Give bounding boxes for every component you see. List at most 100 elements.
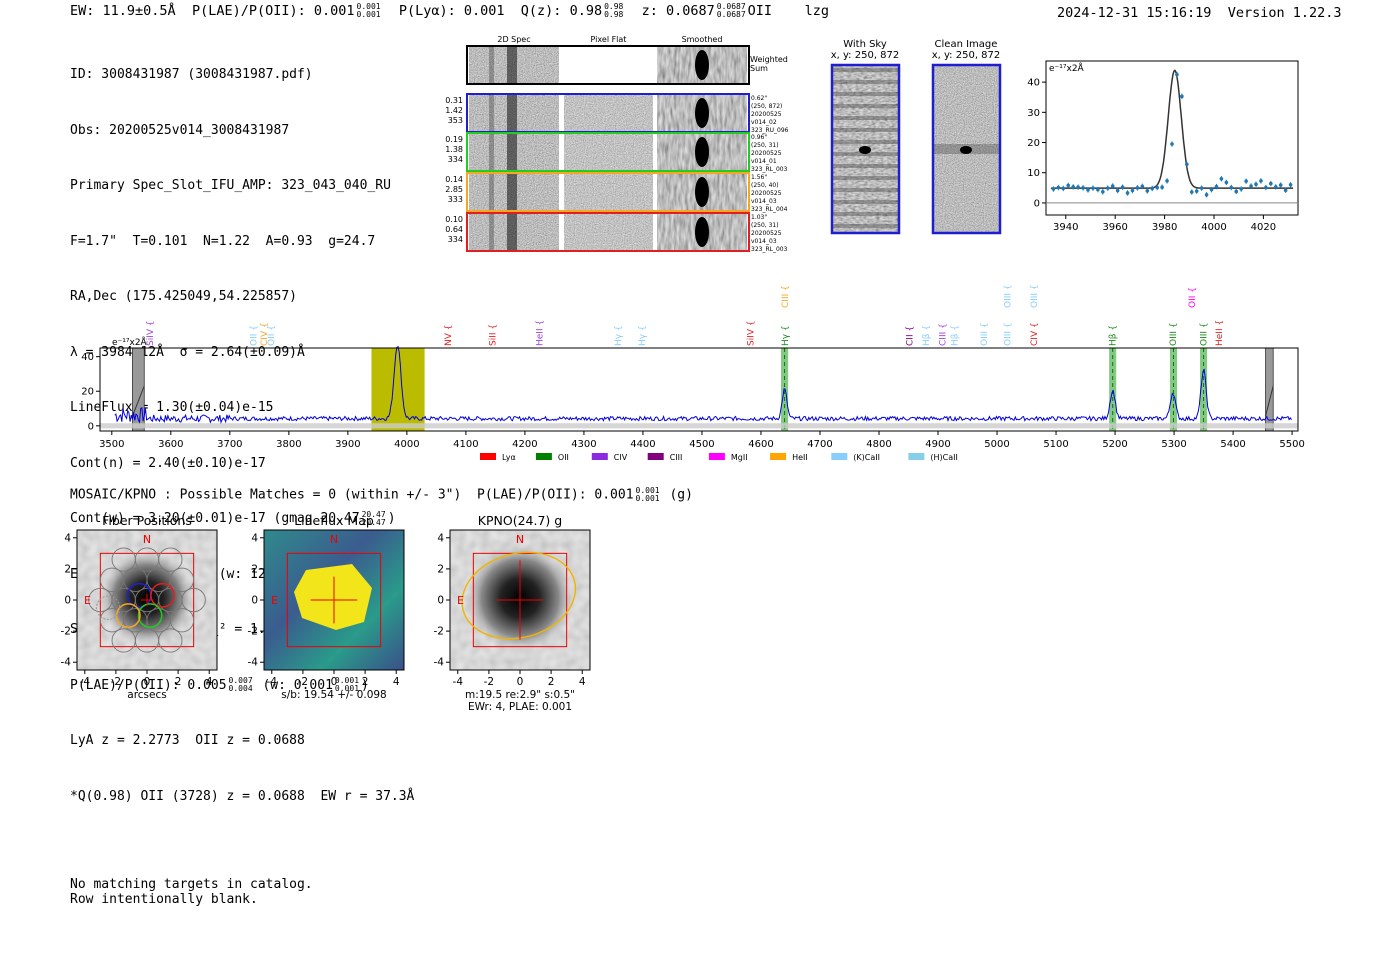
cutout-row-meta: (250, 40) <box>751 182 779 189</box>
zoom-data-point <box>1189 190 1194 194</box>
spectral-line-label: OIII { <box>980 322 990 346</box>
zoom-xtick-label: 3960 <box>1102 222 1127 233</box>
legend-swatch <box>535 453 552 460</box>
zoom-data-point <box>1209 187 1214 192</box>
zoom-xtick-label: 4000 <box>1201 222 1226 233</box>
spec-2d-line <box>507 214 517 250</box>
zoom-data-point <box>1066 183 1071 188</box>
legend-swatch <box>770 453 787 460</box>
ytick-label: -4 <box>248 657 259 669</box>
info-contw: Cont(w) = 3.20(±0.01)e-17 (gmag 20.47 20.… <box>70 509 396 527</box>
spectrum-xtick-label: 5200 <box>1102 439 1127 450</box>
smoothed-line-blob <box>695 137 709 167</box>
cutout-row-meta: v014_01 <box>751 158 777 165</box>
spectral-line-label: HeII { <box>536 320 546 346</box>
spectral-line-label: SiIV { <box>746 320 756 346</box>
legend-swatch <box>591 453 608 460</box>
cutout-row-stat: 1.42 <box>445 106 463 115</box>
spec-2d-column <box>489 95 494 131</box>
with-sky-frame <box>830 63 901 235</box>
cutout-col-label: Smoothed <box>682 35 723 44</box>
xtick-label: 0 <box>331 676 338 688</box>
zoom-data-point <box>1214 184 1219 189</box>
spectral-line-label: Hβ { <box>922 325 932 346</box>
panel-xlabel-2: EWr: 4, PLAE: 0.001 <box>468 701 572 713</box>
sky-fiber-band <box>833 104 898 108</box>
cutout-row-stat: 1.38 <box>445 145 463 154</box>
class-tag: lzg <box>804 3 829 19</box>
cutout-row-stat: 0.14 <box>445 175 463 184</box>
legend-label: Lyα <box>502 453 516 462</box>
zoom-ytick-label: 10 <box>1027 168 1040 179</box>
with-sky-coords: x, y: 250, 872 <box>831 50 900 61</box>
east-label: E <box>457 594 464 607</box>
spectral-line-label: OII { <box>249 325 259 346</box>
cutout-row-meta: (250, 31) <box>751 142 779 149</box>
weighted-sum-label: Weighted <box>750 55 788 64</box>
cutout-row-meta: (250, 872) <box>751 103 782 110</box>
info-params: F=1.7" T=0.101 N=1.22 A=0.93 g=24.7 <box>70 233 376 249</box>
cutout-row-stat: 0.64 <box>445 225 463 234</box>
zoom-data-point <box>1264 185 1268 190</box>
info-lineflux: LineFlux = 1.30(±0.04)e-15 <box>70 400 274 415</box>
zoom-data-point <box>1170 142 1174 146</box>
zoom-ytick-label: 30 <box>1027 108 1040 119</box>
zoom-data-point <box>1130 188 1135 193</box>
info-radec: RA,Dec (175.425049,54.225857) <box>70 289 297 304</box>
smoothed-line-blob <box>695 50 709 80</box>
xtick-label: -4 <box>267 676 278 688</box>
zoom-data-point <box>1283 188 1288 193</box>
ytick-label: 2 <box>64 563 71 575</box>
legend-label: (H)CaII <box>930 453 957 462</box>
zoom-data-point <box>1229 185 1234 190</box>
zoom-data-point <box>1180 94 1184 99</box>
ytick-label: -2 <box>248 626 258 638</box>
clean-image-coords: x, y: 250, 872 <box>932 50 1001 61</box>
legend-label: (K)CaII <box>853 453 880 462</box>
aperture-ellipse <box>461 551 577 640</box>
qz-bounds: 0.98 0.98 <box>604 2 624 19</box>
legend-swatch <box>708 453 725 460</box>
legend-swatch <box>480 453 496 460</box>
lineflux-source <box>294 564 372 630</box>
spectrum-ytick-label: 40 <box>81 352 94 363</box>
zoom-ytick-label: 20 <box>1027 138 1040 149</box>
z-line: OII <box>747 3 773 19</box>
spec-2d-line <box>507 47 517 83</box>
ytick-label: -4 <box>61 657 72 669</box>
zoom-data-point <box>1269 181 1273 186</box>
panel-title: Fiber Positions <box>102 513 192 528</box>
xtick-label: -2 <box>484 676 494 688</box>
zoom-data-point <box>1081 186 1085 190</box>
spectrum-xtick-label: 4500 <box>689 439 714 450</box>
zoom-data-point <box>1056 185 1061 190</box>
spectral-line-label: OIII { <box>1004 284 1014 308</box>
sky-fiber-band <box>833 200 898 204</box>
cutout-row-meta: 1.03" <box>751 214 767 221</box>
spec-2d-line <box>507 134 517 170</box>
zoom-data-point <box>1051 187 1056 191</box>
zoom-data-point <box>1249 184 1253 188</box>
zoom-data-point <box>1125 191 1130 195</box>
zoom-ylabel: e⁻¹⁷x2Å <box>1049 62 1085 74</box>
cutout-row-stat: 0.19 <box>445 135 463 144</box>
zoom-data-point <box>1239 187 1243 191</box>
spectrum-xtick-label: 4200 <box>512 439 537 450</box>
panel-title: Lineflux Map <box>294 513 374 528</box>
continuum-band <box>100 423 1298 429</box>
info-slot: Primary Spec_Slot_IFU_AMP: 323_043_040_R… <box>70 178 391 193</box>
spec-2d-line <box>507 95 517 131</box>
north-label: N <box>330 533 338 546</box>
cutout-row-stat: 334 <box>448 155 463 164</box>
ew-value: EW: 11.9±0.5Å <box>70 3 176 19</box>
date-version: 2024-12-31 15:16:19 Version 1.22.3 <box>1057 5 1342 21</box>
ytick-label: 4 <box>437 532 444 544</box>
xtick-label: 4 <box>206 676 213 688</box>
clean-source-blob <box>960 146 972 154</box>
search-box <box>286 552 382 648</box>
zoom-data-point <box>1254 182 1258 186</box>
xtick-label: 0 <box>517 676 524 688</box>
ytick-label: 0 <box>437 595 444 607</box>
legend-label: CIII <box>670 453 683 462</box>
